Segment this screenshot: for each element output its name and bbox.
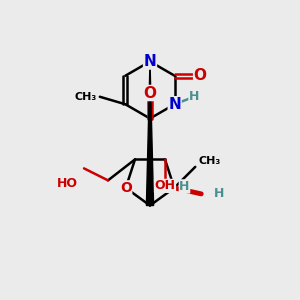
- Text: CH₃: CH₃: [75, 92, 97, 102]
- Text: H: H: [214, 188, 224, 200]
- Text: O: O: [120, 181, 132, 195]
- Text: OH: OH: [154, 179, 176, 192]
- Text: H: H: [179, 180, 190, 193]
- Text: HO: HO: [57, 177, 78, 190]
- Text: N: N: [144, 54, 156, 69]
- Text: H: H: [189, 90, 200, 103]
- Text: O: O: [194, 68, 207, 83]
- Text: O: O: [143, 85, 157, 100]
- Polygon shape: [146, 61, 154, 206]
- Text: CH₃: CH₃: [198, 156, 220, 166]
- Text: N: N: [168, 97, 181, 112]
